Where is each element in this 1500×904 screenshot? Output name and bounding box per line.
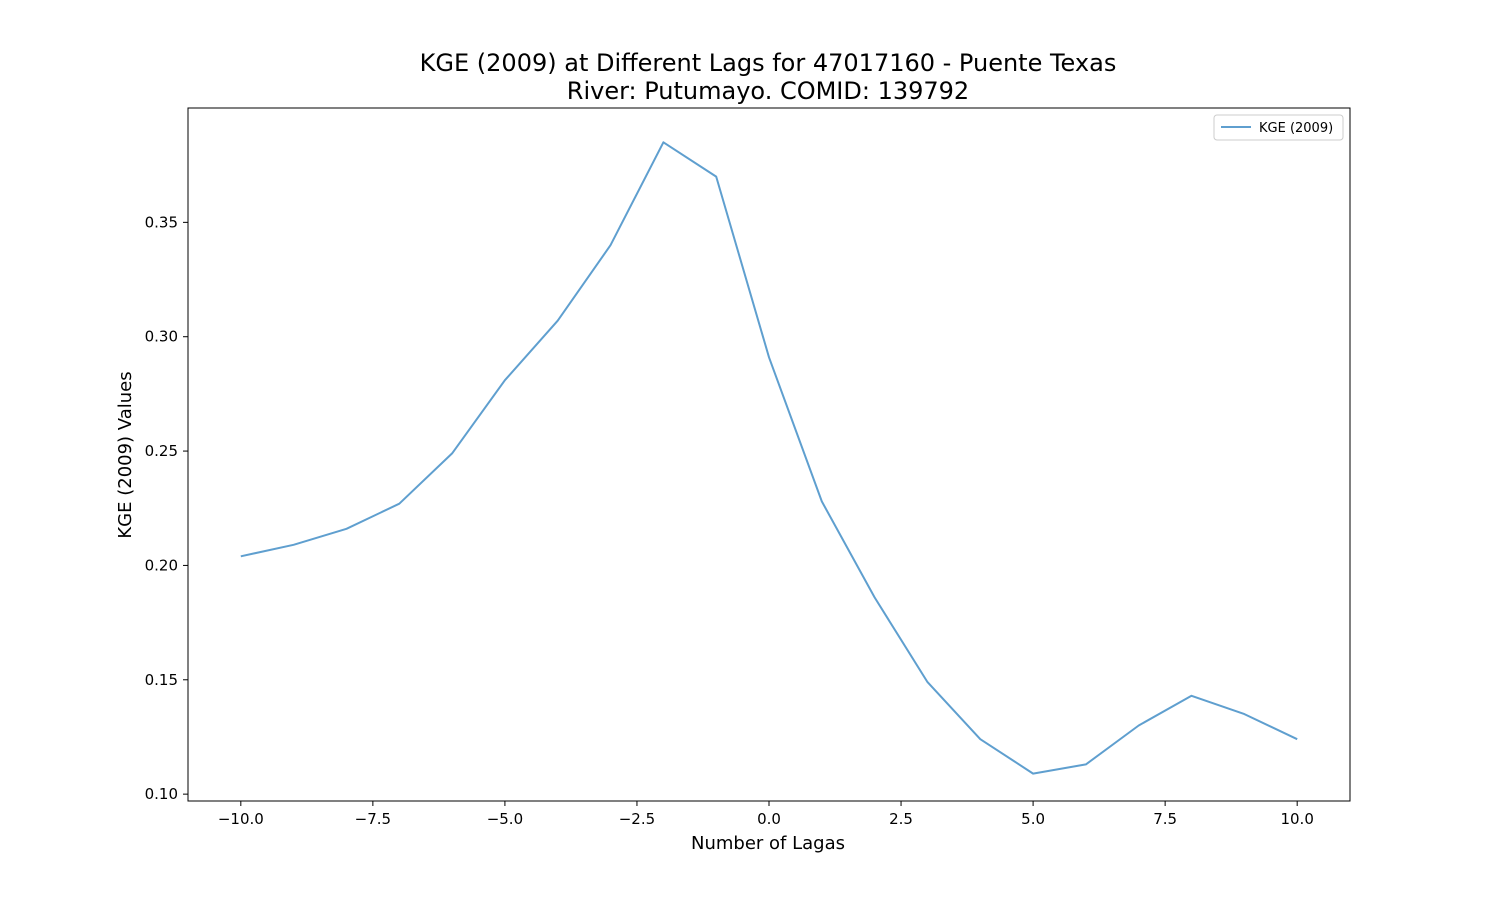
- x-tick-label: −5.0: [487, 810, 523, 828]
- x-tick-label: 7.5: [1153, 810, 1177, 828]
- data-point: [1243, 713, 1245, 715]
- chart-title: KGE (2009) at Different Lags for 4701716…: [420, 49, 1117, 77]
- y-tick-label: 0.20: [145, 556, 178, 574]
- x-axis-label: Number of Lagas: [691, 833, 845, 854]
- legend: KGE (2009): [1213, 114, 1344, 141]
- plot-area-frame: [187, 107, 1351, 802]
- data-point: [768, 356, 770, 358]
- data-point: [398, 503, 400, 505]
- series-line-kge-2009: [240, 141, 1298, 775]
- x-tick-label: 2.5: [889, 810, 913, 828]
- y-axis-ticks: 0.10 0.15 0.20 0.25 0.30 0.35: [145, 213, 188, 803]
- data-point: [1138, 725, 1140, 727]
- x-tick-label: 0.0: [757, 810, 781, 828]
- data-point: [504, 379, 506, 381]
- legend-box: [1213, 114, 1344, 141]
- x-tick-label: −7.5: [355, 810, 391, 828]
- data-point: [451, 452, 453, 454]
- y-tick-label: 0.30: [145, 328, 178, 346]
- y-tick-label: 0.25: [145, 442, 178, 460]
- y-tick-label: 0.15: [145, 671, 178, 689]
- data-point: [715, 176, 717, 178]
- x-tick-label: 10.0: [1280, 810, 1313, 828]
- x-tick-label: −2.5: [619, 810, 655, 828]
- y-tick-label: 0.35: [145, 213, 178, 231]
- data-point: [1085, 763, 1087, 765]
- x-axis-ticks: −10.0 −7.5 −5.0 −2.5 0.0 2.5 5.0 7.5 10.0: [218, 801, 1314, 828]
- legend-label-kge-2009: KGE (2009): [1259, 121, 1333, 136]
- data-point: [1032, 773, 1034, 775]
- data-point: [821, 500, 823, 502]
- data-point: [662, 141, 664, 143]
- data-point: [926, 681, 928, 683]
- y-axis-label: KGE (2009) Values: [115, 371, 136, 538]
- y-tick-label: 0.10: [145, 785, 178, 803]
- data-point: [979, 738, 981, 740]
- chart-subtitle: River: Putumayo. COMID: 139792: [567, 77, 969, 105]
- data-point: [1296, 738, 1298, 740]
- data-point: [557, 320, 559, 322]
- data-point: [240, 555, 242, 557]
- data-point: [345, 528, 347, 530]
- x-tick-label: 5.0: [1021, 810, 1045, 828]
- x-tick-label: −10.0: [218, 810, 264, 828]
- data-point: [610, 244, 612, 246]
- data-point: [874, 596, 876, 598]
- data-point: [1191, 695, 1193, 697]
- data-point: [293, 544, 295, 546]
